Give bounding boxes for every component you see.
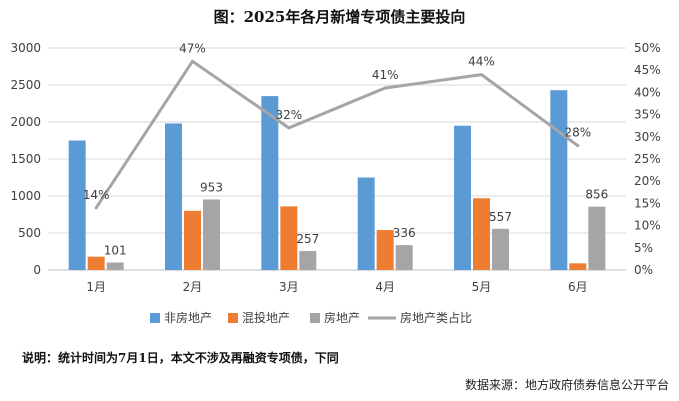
legend-swatch	[228, 313, 238, 323]
bar-data-label: 336	[393, 226, 416, 240]
line-data-label: 44%	[468, 55, 495, 69]
line-data-label: 28%	[564, 126, 591, 140]
line-point	[383, 86, 387, 90]
legend-label: 混投地产	[242, 310, 290, 325]
line-data-label: 32%	[275, 108, 302, 122]
y-left-tick-label: 1000	[10, 189, 41, 203]
line-point	[191, 59, 194, 63]
bar-data-label: 257	[296, 232, 319, 246]
line-data-label: 14%	[83, 188, 110, 202]
y-right-tick-label: 40%	[634, 85, 661, 99]
y-right-tick-label: 30%	[634, 130, 661, 144]
y-right-tick-label: 45%	[634, 63, 661, 77]
legend-label: 非房地产	[164, 310, 212, 325]
bar-混投地产	[87, 256, 105, 270]
bar-非房地产	[357, 177, 375, 270]
line-data-label: 47%	[179, 41, 206, 55]
chart-title: 图：2025年各月新增专项债主要投向	[213, 8, 466, 26]
bar-混投地产	[376, 230, 394, 270]
legend-label: 房地产	[324, 310, 360, 325]
line-point	[576, 144, 580, 148]
y-left-tick-label: 2500	[10, 78, 41, 92]
y-right-tick-label: 15%	[634, 196, 661, 210]
bar-非房地产	[68, 140, 86, 270]
bar-非房地产	[261, 96, 279, 270]
y-right-tick-label: 5%	[634, 241, 653, 255]
line-房地产类占比	[94, 59, 579, 209]
y-right-tick-label: 35%	[634, 108, 661, 122]
x-tick-label: 6月	[568, 280, 588, 294]
bar-房地产	[299, 250, 317, 270]
legend-swatch	[310, 313, 320, 323]
x-tick-label: 1月	[86, 280, 106, 294]
bar-房地产	[492, 228, 509, 270]
y-right-tick-label: 10%	[634, 219, 661, 233]
bar-混投地产	[184, 210, 201, 270]
y-right-tick-label: 20%	[634, 174, 661, 188]
y-right-tick-label: 0%	[634, 263, 653, 277]
bar-data-label: 101	[104, 244, 127, 258]
bar-混投地产	[473, 198, 490, 270]
y-left-tick-label: 0	[33, 263, 41, 277]
bar-房地产	[395, 245, 413, 270]
x-tick-label: 5月	[472, 280, 492, 294]
bar-混投地产	[569, 263, 587, 270]
bar-非房地产	[165, 123, 182, 270]
line-data-label: 41%	[372, 68, 399, 82]
bar-data-label: 953	[200, 180, 223, 194]
bar-房地产	[106, 262, 124, 270]
x-tick-label: 2月	[183, 280, 203, 294]
line-point	[287, 126, 291, 130]
y-left-tick-label: 500	[18, 226, 41, 240]
bar-data-label: 557	[489, 210, 512, 224]
y-left-tick-label: 2000	[10, 115, 41, 129]
bar-data-label: 856	[585, 188, 608, 202]
legend-label: 房地产类占比	[400, 310, 472, 325]
y-left-tick-label: 3000	[10, 41, 41, 55]
y-right-tick-label: 25%	[634, 152, 661, 166]
x-tick-label: 4月	[375, 280, 395, 294]
y-right-tick-label: 50%	[634, 41, 661, 55]
line-point	[480, 73, 483, 77]
x-tick-label: 3月	[279, 280, 299, 294]
chart-note: 说明：统计时间为7月1日，本文不涉及再融资专项债，下同	[22, 351, 339, 365]
bar-非房地产	[454, 125, 471, 270]
bar-非房地产	[550, 90, 568, 271]
y-left-tick-label: 1500	[10, 152, 41, 166]
bar-房地产	[588, 206, 606, 270]
line-point	[94, 206, 98, 210]
bar-房地产	[203, 199, 220, 270]
data-source: 数据来源：地方政府债券信息公开平台	[464, 378, 669, 392]
bar-混投地产	[280, 206, 298, 270]
legend-swatch	[150, 313, 160, 323]
